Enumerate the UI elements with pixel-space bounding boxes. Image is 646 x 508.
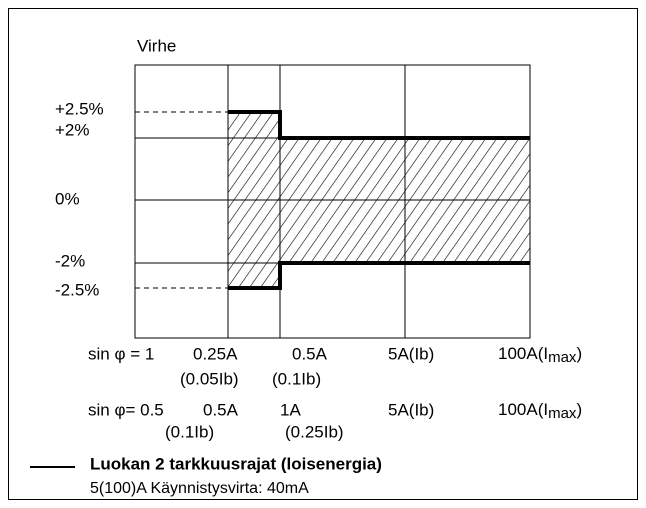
cell: 100A(Imax) <box>498 344 582 365</box>
limit-lines <box>228 110 530 290</box>
axis-label: Virhe <box>137 36 176 55</box>
legend-note: 5(100)A Käynnistysvirta: 40mA <box>90 480 309 497</box>
row-label: sin φ = 1 <box>88 344 154 363</box>
cell: 0.25A <box>193 344 238 363</box>
note: (0.25Ib) <box>285 422 344 441</box>
y-label: +2.5% <box>55 99 104 118</box>
row-label: sin φ= 0.5 <box>88 400 164 419</box>
cell: 5A(Ib) <box>388 344 434 363</box>
cell: 100A(Imax) <box>498 400 582 421</box>
cell: 5A(Ib) <box>388 400 434 419</box>
y-label: -2% <box>55 251 85 270</box>
y-label: -2.5% <box>55 280 99 299</box>
y-label: 0% <box>55 189 80 208</box>
y-label: +2% <box>55 120 90 139</box>
note: (0.1Ib) <box>165 422 214 441</box>
cell: 0.5A <box>292 344 328 363</box>
note: (0.05Ib) <box>180 369 239 388</box>
note: (0.1Ib) <box>272 369 321 388</box>
frame <box>8 8 638 500</box>
cell: 1A <box>280 400 301 419</box>
legend-title: Luokan 2 tarkkuusrajat (loisenergia) <box>90 454 382 473</box>
cell: 0.5A <box>203 400 239 419</box>
